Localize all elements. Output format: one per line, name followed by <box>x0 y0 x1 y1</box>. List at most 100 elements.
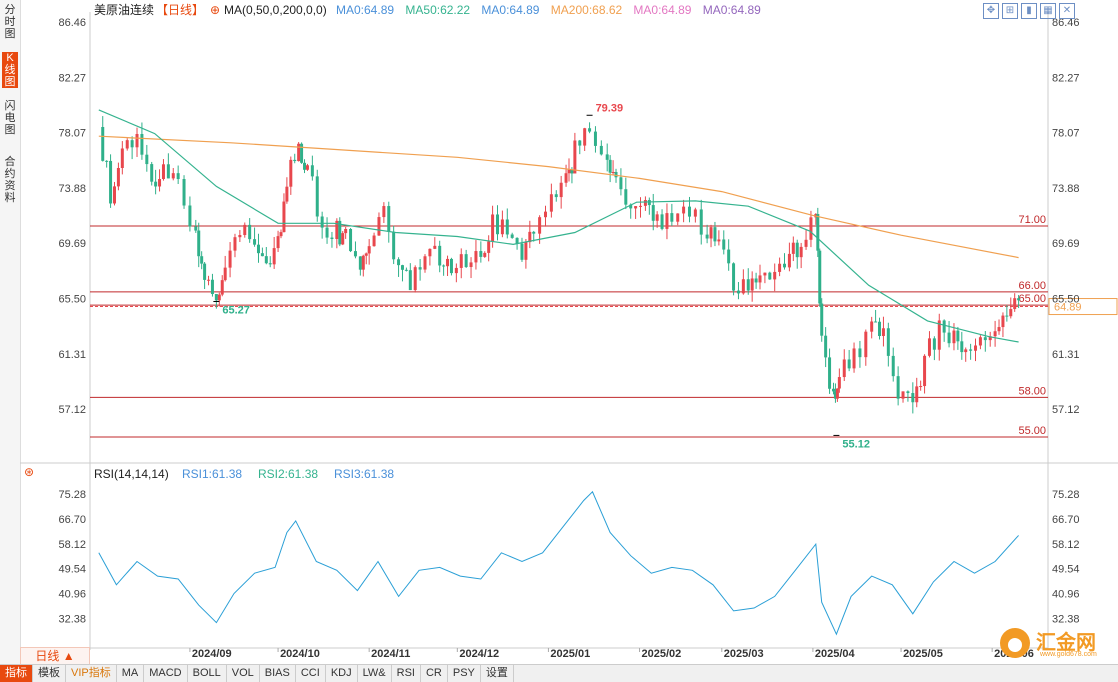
candle-body <box>171 173 175 179</box>
candle-body <box>210 279 214 295</box>
logo-icon <box>1000 628 1030 658</box>
candle-body <box>1013 298 1017 310</box>
candle-body <box>634 206 638 209</box>
indicator-tab[interactable]: BOLL <box>188 665 227 682</box>
price-tick-left: 61.31 <box>58 349 86 361</box>
ma-legend-item: MA0:64.89 <box>336 3 394 17</box>
rsi-title: RSI(14,14,14) <box>94 467 169 481</box>
candle-body <box>112 186 116 204</box>
candle-body <box>593 131 597 146</box>
toolbar-button[interactable]: ⊞ <box>1002 3 1018 19</box>
toolbar-button[interactable]: ✥ <box>983 3 999 19</box>
candle-body <box>166 164 170 179</box>
candle-body <box>874 321 878 323</box>
candle-body <box>464 254 468 268</box>
candle-body <box>446 258 450 267</box>
candle-body <box>145 154 149 165</box>
rsi-tick-right: 40.96 <box>1052 589 1080 601</box>
price-tick-left: 73.88 <box>58 183 86 195</box>
ma-legend-item: MA50:62.22 <box>405 3 470 17</box>
indicator-tab[interactable]: PSY <box>448 665 481 682</box>
candle-body <box>881 328 885 337</box>
candle-body <box>693 209 697 217</box>
candle-body <box>176 173 180 180</box>
candle-body <box>974 345 978 351</box>
candle-body <box>364 253 368 256</box>
ma-legend-item: MA0:64.89 <box>633 3 691 17</box>
candle-body <box>200 256 204 264</box>
candle-body <box>651 205 655 221</box>
candle-body <box>109 160 113 204</box>
price-tick-right: 69.69 <box>1052 238 1080 250</box>
indicator-tab[interactable]: KDJ <box>326 665 358 682</box>
candle-body <box>754 278 758 283</box>
price-tick-left: 78.07 <box>58 128 86 140</box>
indicator-tab[interactable]: LW& <box>358 665 392 682</box>
level-label: 58.00 <box>1018 385 1046 397</box>
side-tab[interactable]: K线图 <box>2 52 18 88</box>
candle-body <box>722 239 726 250</box>
chart-toolbar: ✥ ⊞ ▮ ▦ ✕ <box>983 3 1078 19</box>
rsi-tick-left: 49.54 <box>58 564 86 576</box>
indicator-tab[interactable]: VOL <box>227 665 260 682</box>
candle-body <box>978 337 982 346</box>
indicator-tab[interactable]: BIAS <box>260 665 296 682</box>
side-tab[interactable]: 闪电图 <box>4 100 16 136</box>
indicator-tab[interactable]: RSI <box>392 665 421 682</box>
candle-body <box>408 270 412 291</box>
candle-body <box>532 231 536 234</box>
candle-body <box>942 320 946 333</box>
indicator-tab[interactable]: 指标 <box>0 665 33 682</box>
price-tick-left: 69.69 <box>58 238 86 250</box>
candle-body <box>289 159 293 187</box>
candle-body <box>125 140 129 149</box>
candle-body <box>564 173 568 183</box>
candle-body <box>223 267 227 281</box>
candle-body <box>647 200 651 206</box>
candle-body <box>361 255 365 270</box>
indicator-tab[interactable]: MA <box>117 665 145 682</box>
candle-body <box>713 227 717 242</box>
indicator-tab[interactable]: VIP指标 <box>66 665 117 682</box>
candle-body <box>305 165 309 170</box>
indicator-tab[interactable]: 设置 <box>481 665 514 682</box>
indicator-tab[interactable]: CR <box>421 665 448 682</box>
candle-body <box>573 140 577 174</box>
toolbar-button[interactable]: ▮ <box>1021 3 1037 19</box>
candle-body <box>228 250 232 268</box>
candle-body <box>932 338 936 350</box>
candle-body <box>515 237 519 244</box>
candle-body <box>835 388 839 399</box>
toolbar-button[interactable]: ✕ <box>1059 3 1075 19</box>
extreme-label: 79.39 <box>596 102 624 114</box>
candle-body <box>619 177 623 190</box>
candle-body <box>495 214 499 235</box>
rsi-tick-left: 75.28 <box>58 489 86 501</box>
side-tab[interactable]: 分时图 <box>4 4 16 40</box>
indicator-tab[interactable]: MACD <box>144 665 188 682</box>
candle-body <box>983 337 987 341</box>
indicator-tab[interactable]: CCI <box>296 665 326 682</box>
indicator-tab[interactable]: 模板 <box>33 665 66 682</box>
rsi-tick-right: 75.28 <box>1052 489 1080 501</box>
candle-body <box>583 128 587 146</box>
period-selector[interactable]: 日线 ▲ <box>20 647 90 665</box>
time-tick-label: 2024/09 <box>192 648 232 660</box>
period-tag: 【日线】 <box>156 3 204 17</box>
candle-body <box>665 213 669 229</box>
candle-body <box>911 393 915 403</box>
candle-body <box>588 128 592 132</box>
candle-body <box>367 246 371 254</box>
candle-body <box>253 239 257 245</box>
candle-body <box>852 348 856 369</box>
candle-body <box>676 213 680 222</box>
candle-body <box>1005 315 1009 317</box>
time-tick-label: 2024/11 <box>371 648 410 660</box>
price-tick-left: 82.27 <box>58 72 86 84</box>
candle-body <box>233 237 237 251</box>
toolbar-button[interactable]: ▦ <box>1040 3 1056 19</box>
side-tab[interactable]: 合约资料 <box>4 156 16 204</box>
candle-body <box>655 214 659 221</box>
indicator-params: MA(0,50,0,200,0,0) <box>224 3 327 17</box>
candle-body <box>341 233 345 245</box>
